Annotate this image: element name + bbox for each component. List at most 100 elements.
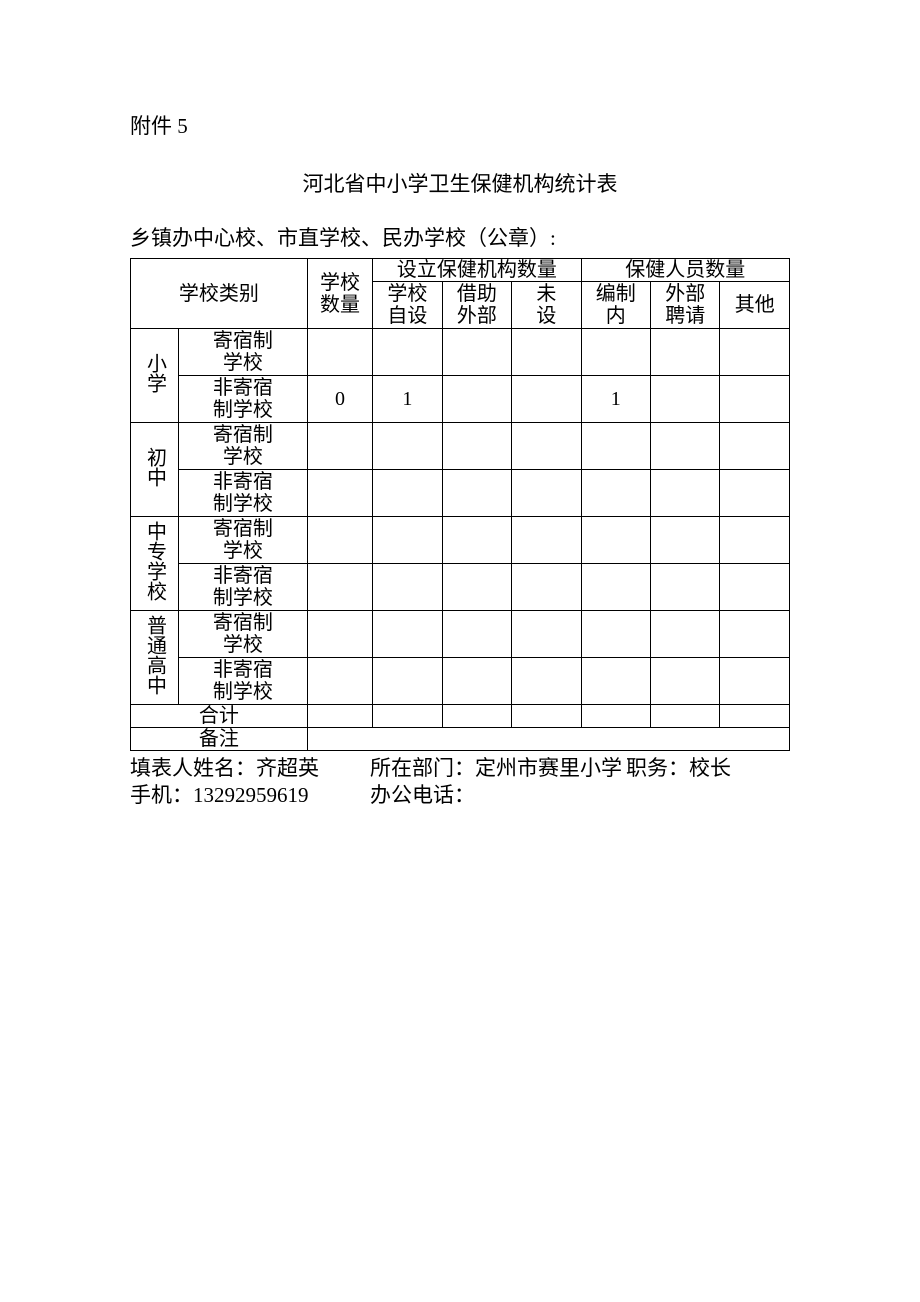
cell bbox=[373, 564, 442, 611]
text: 内 bbox=[606, 305, 626, 327]
text: 非寄宿 bbox=[213, 471, 273, 493]
cat-primary: 小学 bbox=[131, 329, 179, 423]
cat-vocational: 中专学校 bbox=[131, 517, 179, 611]
cell bbox=[373, 423, 442, 470]
cell bbox=[373, 470, 442, 517]
footer-name: 填表人姓名：齐超英 bbox=[130, 755, 370, 782]
subcat-nonboarding: 非寄宿 制学校 bbox=[178, 658, 307, 705]
text: 手机： bbox=[130, 783, 193, 807]
cell bbox=[307, 517, 373, 564]
remark-label: 备注 bbox=[131, 728, 308, 751]
cat-junior: 初中 bbox=[131, 423, 179, 517]
cell bbox=[512, 329, 581, 376]
text: 设 bbox=[536, 305, 556, 327]
text: 学校 bbox=[223, 352, 263, 374]
subcat-nonboarding: 非寄宿 制学校 bbox=[178, 470, 307, 517]
text: 外部 bbox=[665, 283, 705, 305]
cell bbox=[581, 517, 650, 564]
text: 13292959619 bbox=[193, 783, 309, 807]
cell bbox=[581, 470, 650, 517]
total-label: 合计 bbox=[131, 705, 308, 728]
text: 寄宿制 bbox=[213, 424, 273, 446]
text: 外部 bbox=[457, 305, 497, 327]
table-row: 中专学校 寄宿制 学校 bbox=[131, 517, 790, 564]
text: 聘请 bbox=[665, 305, 705, 327]
cell bbox=[307, 705, 373, 728]
table-row: 初中 寄宿制 学校 bbox=[131, 423, 790, 470]
footer: 填表人姓名：齐超英 所在部门：定州市赛里小学 职务：校长 手机：13292959… bbox=[130, 755, 790, 810]
cell bbox=[581, 329, 650, 376]
cell bbox=[512, 564, 581, 611]
remark-cell bbox=[307, 728, 789, 751]
subcat-nonboarding: 非寄宿 制学校 bbox=[178, 376, 307, 423]
text: 小学 bbox=[143, 351, 165, 395]
text: 填表人姓名： bbox=[130, 756, 256, 780]
cell bbox=[651, 376, 720, 423]
cell bbox=[720, 611, 790, 658]
text: 非寄宿 bbox=[213, 659, 273, 681]
subcat-boarding: 寄宿制 学校 bbox=[178, 329, 307, 376]
cell bbox=[307, 658, 373, 705]
cell bbox=[442, 376, 511, 423]
header-org-group: 设立保健机构数量 bbox=[373, 259, 581, 282]
cat-senior: 普通高中 bbox=[131, 611, 179, 705]
cell bbox=[720, 423, 790, 470]
table-row: 小学 寄宿制 学校 bbox=[131, 329, 790, 376]
remark-row: 备注 bbox=[131, 728, 790, 751]
text: 学校 bbox=[223, 446, 263, 468]
table-row: 非寄宿 制学校 bbox=[131, 658, 790, 705]
text: 初中 bbox=[143, 445, 165, 489]
table-row: 非寄宿 制学校 0 1 1 bbox=[131, 376, 790, 423]
text: 编制 bbox=[596, 283, 636, 305]
cell bbox=[512, 376, 581, 423]
cell bbox=[720, 564, 790, 611]
footer-row-2: 手机：13292959619 办公电话： bbox=[130, 782, 790, 809]
footer-role: 职务：校长 bbox=[626, 755, 790, 782]
text: 办公电话： bbox=[370, 783, 475, 807]
subcat-boarding: 寄宿制 学校 bbox=[178, 611, 307, 658]
cell bbox=[651, 705, 720, 728]
header-org-none: 未 设 bbox=[512, 282, 581, 329]
cell bbox=[442, 470, 511, 517]
header-school-count: 学校 数量 bbox=[307, 259, 373, 329]
text: 制学校 bbox=[213, 493, 273, 515]
cell bbox=[581, 658, 650, 705]
cell bbox=[720, 376, 790, 423]
text: 职务： bbox=[626, 756, 689, 780]
subcat-boarding: 寄宿制 学校 bbox=[178, 423, 307, 470]
stats-table: 学校类别 学校 数量 设立保健机构数量 保健人员数量 学校 自设 借助 外部 未… bbox=[130, 258, 790, 751]
text: 寄宿制 bbox=[213, 612, 273, 634]
footer-office: 办公电话： bbox=[370, 782, 626, 809]
text: 借助 bbox=[457, 283, 497, 305]
text: 制学校 bbox=[213, 587, 273, 609]
cell bbox=[373, 517, 442, 564]
cell bbox=[442, 611, 511, 658]
footer-dept: 所在部门：定州市赛里小学 bbox=[370, 755, 626, 782]
cell bbox=[581, 423, 650, 470]
cell bbox=[581, 705, 650, 728]
header-row-1: 学校类别 学校 数量 设立保健机构数量 保健人员数量 bbox=[131, 259, 790, 282]
header-staff-ext: 外部 聘请 bbox=[651, 282, 720, 329]
cell bbox=[307, 611, 373, 658]
attachment-label: 附件 5 bbox=[130, 110, 790, 140]
cell bbox=[512, 423, 581, 470]
cell: 1 bbox=[581, 376, 650, 423]
cell bbox=[581, 564, 650, 611]
cell: 0 bbox=[307, 376, 373, 423]
cell bbox=[651, 611, 720, 658]
cell bbox=[512, 517, 581, 564]
table-row: 非寄宿 制学校 bbox=[131, 470, 790, 517]
text: 中专学校 bbox=[143, 519, 165, 603]
text: 数量 bbox=[320, 294, 360, 316]
cell bbox=[720, 329, 790, 376]
cell bbox=[442, 423, 511, 470]
cell: 1 bbox=[373, 376, 442, 423]
cell bbox=[373, 705, 442, 728]
text: 寄宿制 bbox=[213, 518, 273, 540]
text: 非寄宿 bbox=[213, 377, 273, 399]
table-row: 非寄宿 制学校 bbox=[131, 564, 790, 611]
cell bbox=[373, 658, 442, 705]
header-org-ext: 借助 外部 bbox=[442, 282, 511, 329]
cell bbox=[307, 564, 373, 611]
header-staff-group: 保健人员数量 bbox=[581, 259, 789, 282]
